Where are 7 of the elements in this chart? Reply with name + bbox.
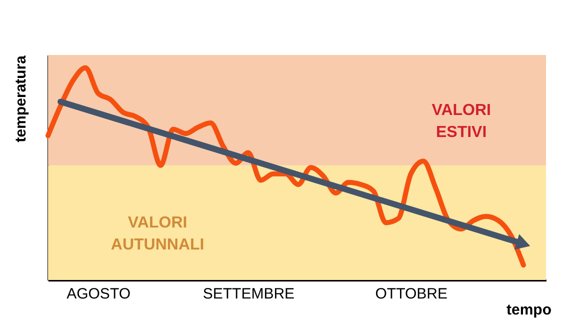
band-label: VALORI ESTIVI	[432, 102, 491, 142]
x-tick-label: AGOSTO	[66, 286, 131, 302]
x-tick-label: OTTOBRE	[375, 286, 448, 302]
band-label: VALORI AUTUNNALI	[110, 214, 204, 254]
x-axis-title: tempo	[506, 302, 552, 318]
x-tick-label: SETTEMBRE	[202, 286, 295, 302]
y-axis-title: temperatura	[12, 54, 30, 142]
